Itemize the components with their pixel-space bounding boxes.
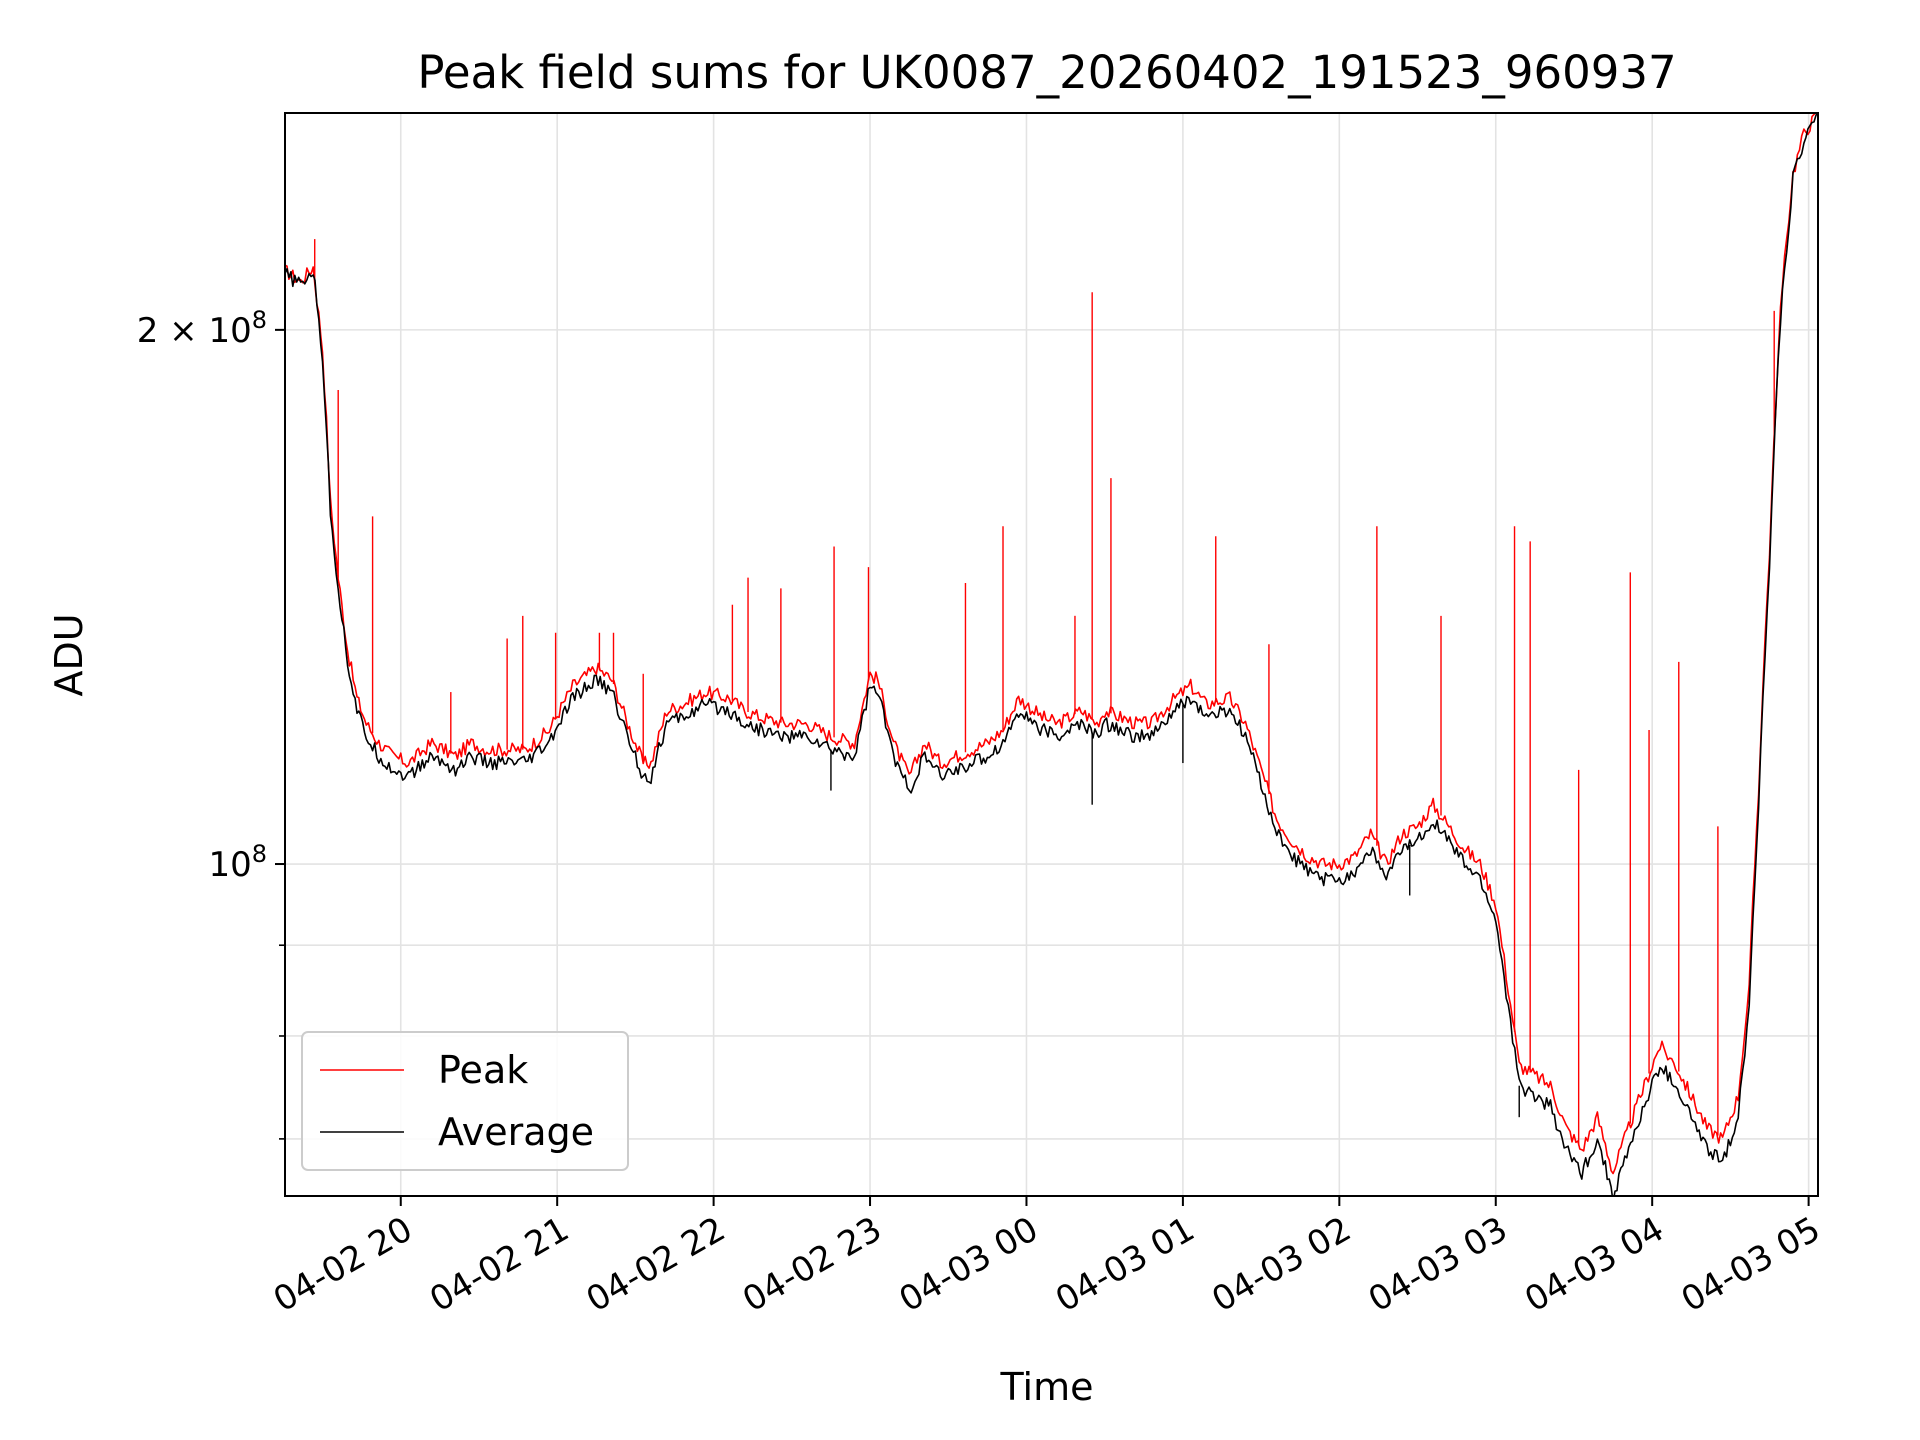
- x-tick-label: 04-02 21: [423, 1209, 575, 1320]
- series-peak: [285, 113, 1818, 1175]
- x-tick-label: 04-03 01: [1049, 1209, 1201, 1320]
- series-line-average: [285, 113, 1818, 1196]
- y-tick-label: 2 × 108: [137, 306, 267, 351]
- series-average: [285, 113, 1818, 1196]
- x-axis-label: Time: [1000, 1365, 1094, 1409]
- x-tick-label: 04-03 00: [893, 1209, 1045, 1320]
- x-tick-label: 04-02 22: [580, 1209, 732, 1320]
- x-tick-label: 04-03 05: [1675, 1209, 1827, 1320]
- x-tick-label: 04-02 20: [267, 1209, 419, 1320]
- legend-label-peak: Peak: [438, 1048, 528, 1092]
- legend-label-average: Average: [438, 1110, 594, 1154]
- series-layer: [285, 113, 1818, 1196]
- chart-title: Peak field sums for UK0087_20260402_1915…: [417, 46, 1676, 99]
- x-tick-label: 04-03 04: [1518, 1209, 1670, 1320]
- plot-area-frame: [284, 112, 1819, 1197]
- x-tick-label: 04-02 23: [736, 1209, 888, 1320]
- x-tick-label: 04-03 02: [1205, 1209, 1357, 1320]
- y-axis-ticks: 108 2 × 108: [137, 306, 285, 1140]
- x-tick-label: 04-03 03: [1362, 1209, 1514, 1320]
- legend: Peak Average: [301, 1031, 629, 1171]
- series-line-peak: [285, 113, 1818, 1175]
- legend-box: [301, 1031, 629, 1171]
- y-axis-label: ADU: [47, 613, 91, 696]
- x-axis-ticks: 04-02 20 04-02 21 04-02 22 04-02 23 04-03 00…: [267, 1196, 1827, 1320]
- y-tick-label: 108: [208, 840, 267, 885]
